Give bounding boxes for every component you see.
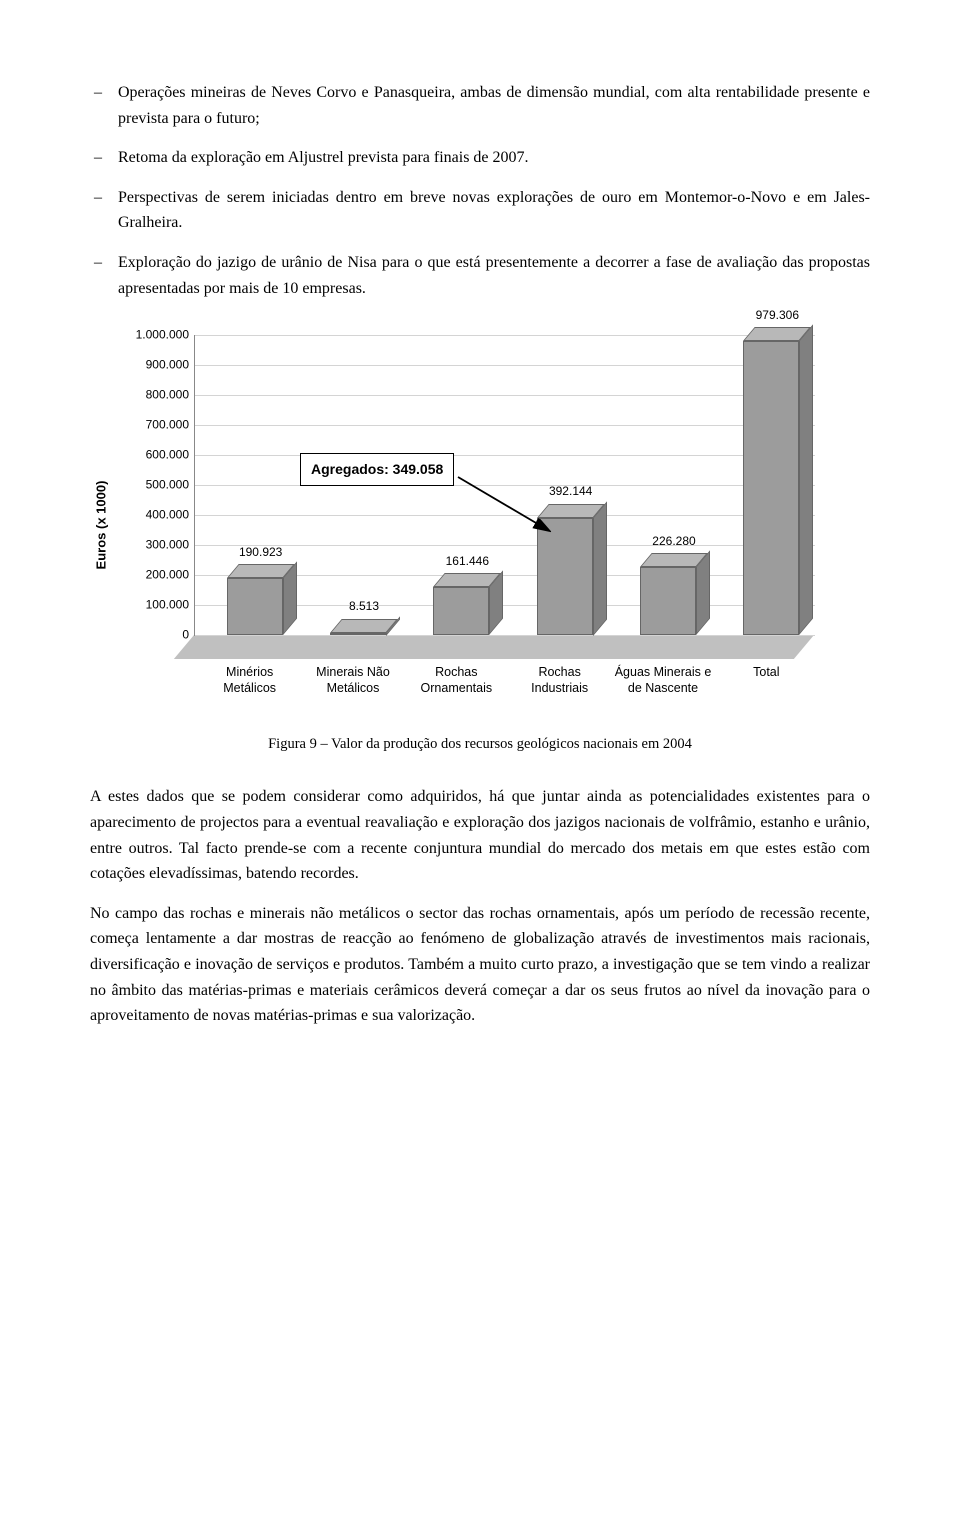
x-category-label: Rochas Industriais (510, 665, 610, 696)
bullet-item: Operações mineiras de Neves Corvo e Pana… (90, 80, 870, 131)
y-axis-label: Euros (x 1000) (92, 481, 113, 570)
chart-container: Euros (x 1000) 0100.000200.000300.000400… (120, 325, 840, 725)
bullet-list: Operações mineiras de Neves Corvo e Pana… (90, 80, 870, 301)
bar-value-label: 979.306 (756, 306, 799, 325)
x-category-label: Minérios Metálicos (200, 665, 300, 696)
x-category-label: Águas Minerais e de Nascente (613, 665, 713, 696)
paragraph: No campo das rochas e minerais não metál… (90, 901, 870, 1029)
bullet-item: Exploração do jazigo de urânio de Nisa p… (90, 250, 870, 301)
paragraph: A estes dados que se podem considerar co… (90, 784, 870, 886)
figure-caption: Figura 9 – Valor da produção dos recurso… (90, 733, 870, 756)
x-category-label: Total (716, 665, 816, 681)
bullet-item: Retoma da exploração em Aljustrel previs… (90, 145, 870, 171)
x-category-label: Rochas Ornamentais (406, 665, 506, 696)
bullet-item: Perspectivas de serem iniciadas dentro e… (90, 185, 870, 236)
bar-chart: Euros (x 1000) 0100.000200.000300.000400… (120, 325, 840, 725)
x-category-label: Minerais Não Metálicos (303, 665, 403, 696)
